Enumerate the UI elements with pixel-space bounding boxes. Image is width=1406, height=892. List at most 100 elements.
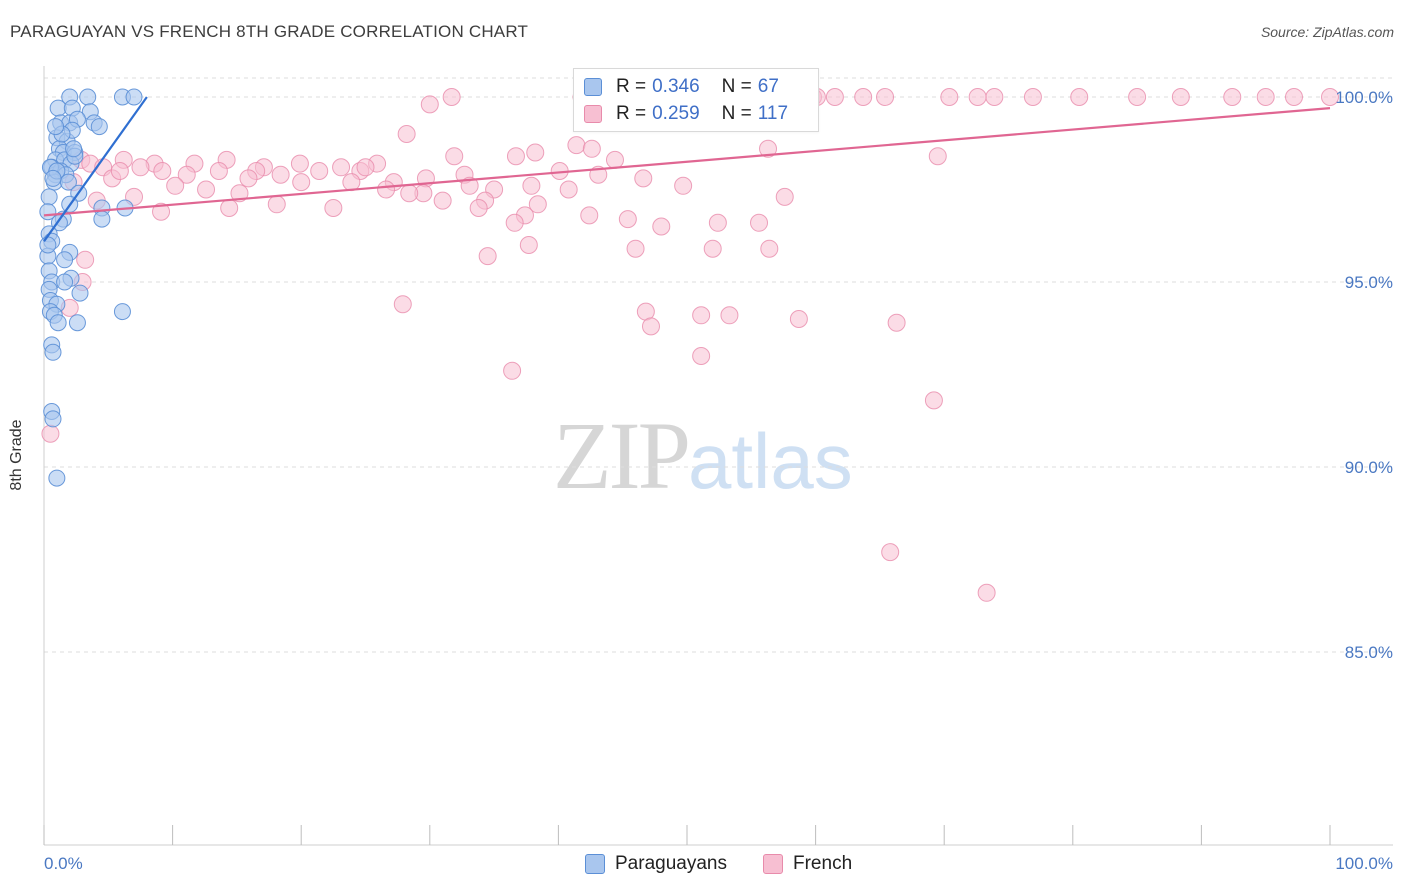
french-point (1223, 88, 1242, 106)
french-point (342, 173, 361, 192)
french-point (1321, 88, 1339, 106)
french-point (526, 143, 545, 162)
french-point (641, 317, 660, 336)
french-point (750, 213, 769, 232)
paraguayan-point (90, 118, 108, 136)
french-point (197, 180, 216, 199)
n-label: N = (721, 103, 752, 124)
french-swatch (584, 105, 602, 123)
french-point (760, 239, 779, 258)
french-point (332, 158, 351, 177)
french-trend-line (43, 107, 1331, 217)
french-point (674, 176, 693, 195)
french-point (876, 88, 895, 106)
paraguayan-point (44, 169, 62, 187)
french-point (528, 195, 547, 214)
french-point (271, 165, 290, 184)
french-point (977, 583, 996, 602)
french-point (209, 162, 228, 180)
french-point (582, 139, 601, 158)
french-point (290, 154, 309, 173)
legend-item-paraguayans[interactable]: Paraguayans (585, 852, 727, 876)
r-label: R = (616, 76, 647, 97)
correlation-legend: R = 0.346 N = 67 R = 0.259 N = 117 (573, 68, 819, 132)
chart-title: PARAGUAYAN VS FRENCH 8TH GRADE CORRELATI… (10, 22, 529, 41)
french-point (76, 250, 95, 269)
x-tick-label-max: 100.0% (1335, 854, 1393, 873)
y-tick-label-95: 95.0% (1345, 273, 1393, 292)
french-point (1070, 88, 1089, 106)
paraguayans-legend-label: Paraguayans (615, 853, 727, 874)
french-point (759, 139, 778, 158)
french-point (460, 176, 479, 195)
french-point (789, 310, 808, 328)
french-point (928, 147, 947, 166)
french-point (522, 176, 541, 195)
french-point (503, 361, 522, 380)
french-legend-label: French (793, 853, 853, 874)
french-point (692, 347, 711, 365)
french-point (854, 88, 873, 106)
paraguayan-point (49, 314, 67, 332)
french-point (887, 313, 906, 332)
french-point (634, 169, 653, 188)
r-value: 0.346 (652, 76, 700, 97)
n-value: 117 (757, 103, 789, 124)
french-point (153, 162, 172, 180)
french-point (420, 95, 439, 114)
french-point (152, 202, 171, 221)
n-value: 67 (757, 76, 779, 97)
french-point (445, 147, 464, 166)
french-point (519, 236, 538, 254)
paraguayan-point (44, 410, 62, 428)
french-point (397, 125, 416, 143)
french-point (230, 184, 249, 203)
french-point (292, 173, 311, 192)
y-tick-label-85: 85.0% (1345, 643, 1393, 662)
paraguayan-point (93, 210, 111, 228)
legend-row-french: R = 0.259 N = 117 (584, 102, 788, 126)
french-point (605, 150, 624, 169)
french-point (220, 199, 239, 217)
tick-labels: 85.0% 90.0% 95.0% 100.0% 0.0% 100.0% (44, 88, 1393, 873)
legend-item-french[interactable]: French (763, 852, 852, 876)
paraguayans-swatch (584, 78, 602, 96)
paraguayan-point (113, 303, 131, 321)
french-point (708, 213, 727, 232)
french-point (393, 295, 412, 314)
french-point (692, 306, 711, 325)
french-point (110, 162, 129, 180)
french-point (177, 165, 196, 184)
french-point (377, 180, 396, 199)
y-tick-label-100: 100.0% (1335, 88, 1393, 107)
french-point (1284, 88, 1303, 106)
french-point (940, 88, 959, 106)
paraguayan-point (56, 273, 74, 291)
french-point (559, 180, 578, 199)
french-point (985, 88, 1004, 106)
french-point (356, 158, 375, 177)
french-point (131, 158, 150, 177)
french-point (567, 136, 586, 155)
paraguayans-legend-swatch (585, 854, 605, 874)
paraguayan-point (125, 88, 143, 106)
paraguayan-point (47, 118, 65, 136)
paraguayan-trend-line (43, 96, 148, 242)
french-point (1256, 88, 1275, 106)
french-point (433, 191, 452, 210)
french-point (775, 187, 794, 206)
french-point (703, 239, 722, 258)
x-tick-label-min: 0.0% (44, 854, 83, 873)
french-point (924, 391, 943, 410)
y-tick-label-90: 90.0% (1345, 458, 1393, 477)
french-point (652, 217, 671, 236)
french-point (400, 184, 419, 203)
french-point (166, 176, 185, 195)
trend-lines (43, 96, 1331, 242)
r-value: 0.259 (652, 103, 700, 124)
french-point (469, 199, 488, 217)
french-point (505, 213, 524, 232)
french-point (478, 247, 497, 266)
french-point (881, 543, 900, 562)
r-label: R = (616, 103, 647, 124)
